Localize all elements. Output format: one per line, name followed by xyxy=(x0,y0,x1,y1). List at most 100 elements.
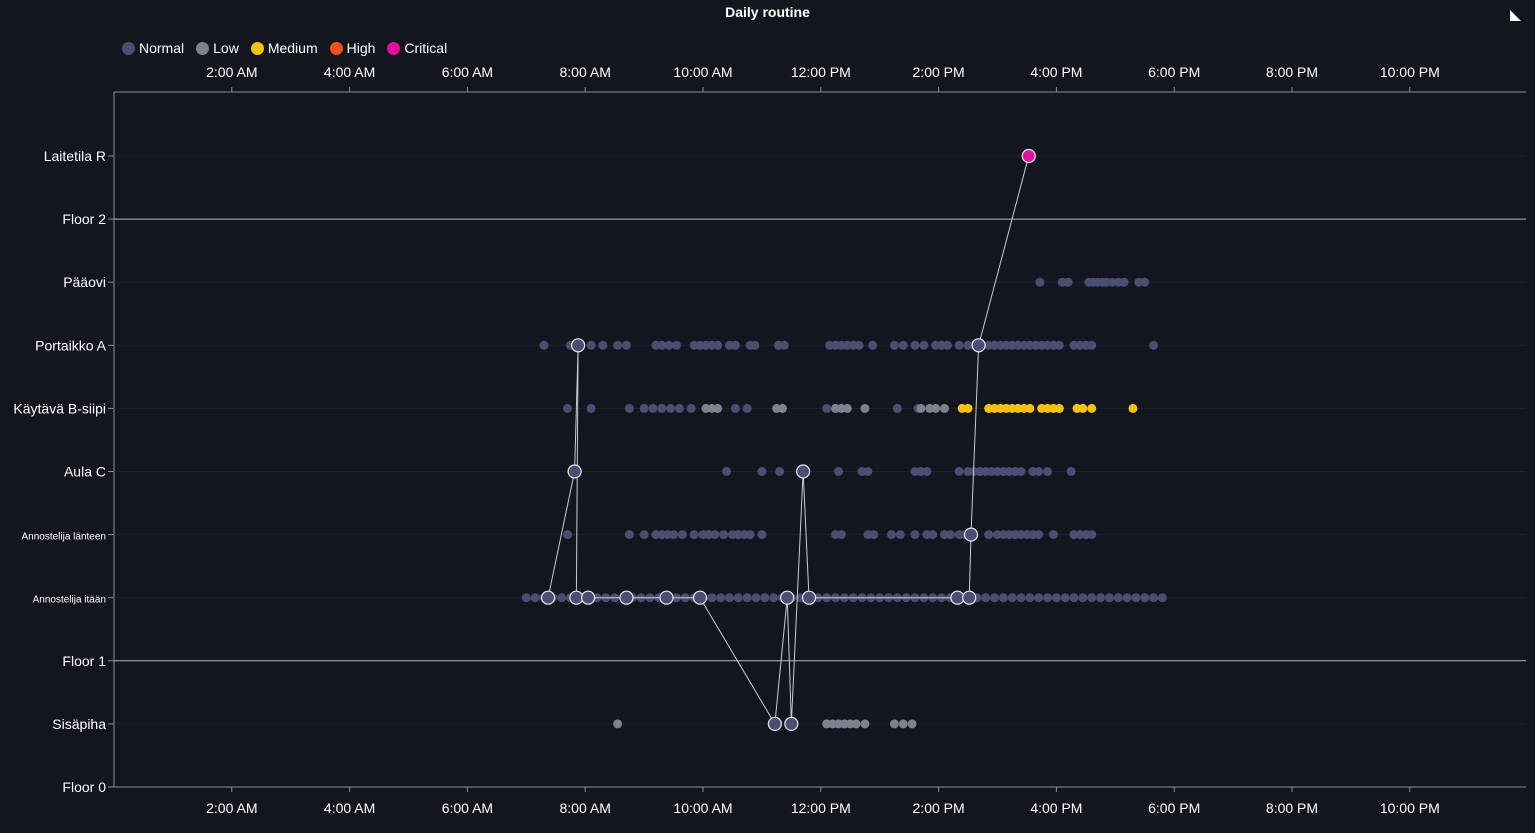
data-point[interactable] xyxy=(866,593,876,603)
data-point[interactable] xyxy=(901,593,911,603)
data-point[interactable] xyxy=(1034,593,1044,603)
data-point[interactable] xyxy=(1016,467,1026,476)
route-point[interactable] xyxy=(796,464,811,479)
data-point[interactable] xyxy=(1087,530,1097,540)
data-point[interactable] xyxy=(990,340,1000,350)
data-point[interactable] xyxy=(1063,277,1073,287)
data-point[interactable] xyxy=(613,340,623,350)
data-point[interactable] xyxy=(910,530,920,540)
data-point[interactable] xyxy=(786,593,796,603)
data-point[interactable] xyxy=(760,593,770,603)
data-point[interactable] xyxy=(984,530,994,540)
data-point[interactable] xyxy=(1072,403,1082,413)
data-point[interactable] xyxy=(993,467,1002,476)
data-point[interactable] xyxy=(860,719,870,729)
data-point[interactable] xyxy=(928,530,938,540)
data-point[interactable] xyxy=(1037,403,1047,413)
data-point[interactable] xyxy=(1022,530,1032,540)
data-point[interactable] xyxy=(624,530,634,540)
data-point[interactable] xyxy=(618,593,628,603)
data-point[interactable] xyxy=(990,403,1000,413)
data-point[interactable] xyxy=(910,467,920,476)
data-point[interactable] xyxy=(868,340,878,350)
data-point[interactable] xyxy=(831,340,841,350)
data-point[interactable] xyxy=(910,340,920,350)
data-point[interactable] xyxy=(939,403,949,413)
legend-item-critical[interactable]: Critical xyxy=(387,40,447,56)
route-point[interactable] xyxy=(962,590,977,605)
data-point[interactable] xyxy=(1004,467,1014,476)
data-point[interactable] xyxy=(898,719,908,729)
data-point[interactable] xyxy=(1140,277,1150,287)
data-point[interactable] xyxy=(892,593,902,603)
data-point[interactable] xyxy=(1084,277,1094,287)
data-point[interactable] xyxy=(993,530,1002,540)
data-point[interactable] xyxy=(539,340,549,350)
data-point[interactable] xyxy=(963,403,973,413)
data-point[interactable] xyxy=(651,340,661,350)
data-point[interactable] xyxy=(1134,277,1144,287)
data-point[interactable] xyxy=(804,593,814,603)
data-point[interactable] xyxy=(1028,530,1038,540)
data-point[interactable] xyxy=(1097,277,1107,287)
data-point[interactable] xyxy=(664,340,674,350)
data-point[interactable] xyxy=(895,530,905,540)
legend-item-medium[interactable]: Medium xyxy=(250,40,318,56)
data-point[interactable] xyxy=(1087,593,1097,603)
data-point[interactable] xyxy=(1088,277,1098,287)
data-point[interactable] xyxy=(1028,467,1038,476)
data-point[interactable] xyxy=(1054,340,1064,350)
data-point[interactable] xyxy=(574,593,584,603)
data-point[interactable] xyxy=(663,530,673,540)
data-point[interactable] xyxy=(981,593,991,603)
data-point[interactable] xyxy=(1007,403,1017,413)
data-point[interactable] xyxy=(778,593,788,603)
data-point[interactable] xyxy=(1075,340,1085,350)
data-point[interactable] xyxy=(922,530,932,540)
data-point[interactable] xyxy=(713,403,723,413)
data-point[interactable] xyxy=(779,340,789,350)
data-point[interactable] xyxy=(1113,593,1123,603)
data-point[interactable] xyxy=(583,593,593,603)
data-point[interactable] xyxy=(680,593,690,603)
data-point[interactable] xyxy=(969,467,979,476)
data-point[interactable] xyxy=(1048,530,1058,540)
data-point[interactable] xyxy=(639,530,649,540)
data-point[interactable] xyxy=(772,403,782,413)
data-point[interactable] xyxy=(730,340,740,350)
data-point[interactable] xyxy=(757,467,767,476)
data-point[interactable] xyxy=(1019,340,1029,350)
data-point[interactable] xyxy=(548,593,558,603)
data-point[interactable] xyxy=(822,403,832,413)
data-point[interactable] xyxy=(666,403,676,413)
data-point[interactable] xyxy=(713,340,723,350)
data-point[interactable] xyxy=(1128,403,1138,413)
data-point[interactable] xyxy=(919,340,929,350)
data-point[interactable] xyxy=(745,340,755,350)
data-point[interactable] xyxy=(854,340,864,350)
data-point[interactable] xyxy=(931,340,941,350)
data-point[interactable] xyxy=(733,530,743,540)
data-point[interactable] xyxy=(839,719,849,729)
data-point[interactable] xyxy=(954,593,964,603)
data-point[interactable] xyxy=(701,340,711,350)
route-point[interactable] xyxy=(767,716,782,732)
data-point[interactable] xyxy=(1043,403,1053,413)
data-point[interactable] xyxy=(828,719,838,729)
data-point[interactable] xyxy=(957,403,967,413)
data-point[interactable] xyxy=(733,593,743,603)
data-point[interactable] xyxy=(698,530,708,540)
route-point[interactable] xyxy=(971,338,986,353)
data-point[interactable] xyxy=(645,593,655,603)
data-point[interactable] xyxy=(1107,277,1117,287)
data-point[interactable] xyxy=(563,403,573,413)
data-point[interactable] xyxy=(613,719,623,729)
data-point[interactable] xyxy=(1069,340,1079,350)
resize-corner-icon[interactable] xyxy=(1508,8,1522,22)
data-point[interactable] xyxy=(674,403,684,413)
route-point[interactable] xyxy=(569,590,584,605)
data-point[interactable] xyxy=(1034,467,1044,476)
data-point[interactable] xyxy=(822,593,832,603)
data-point[interactable] xyxy=(892,403,902,413)
data-point[interactable] xyxy=(1025,403,1035,413)
